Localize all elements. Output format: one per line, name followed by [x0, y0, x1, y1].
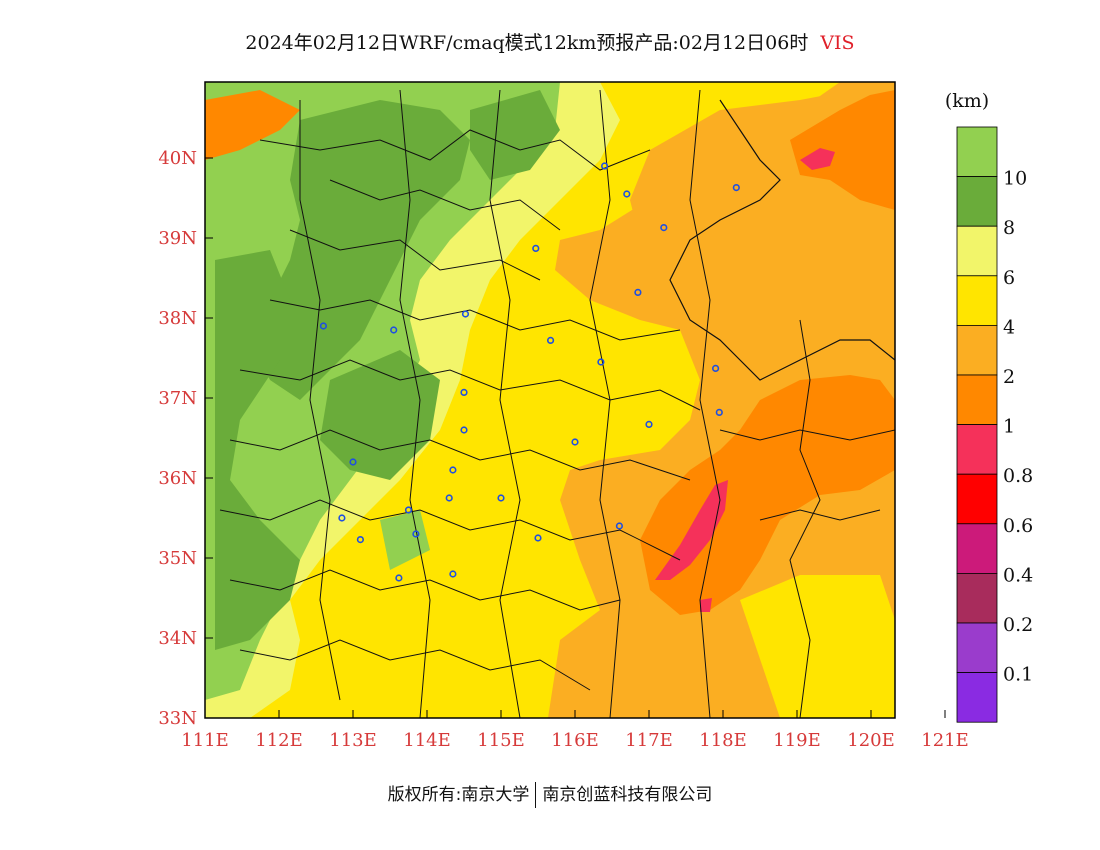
lon-label: 116E	[551, 730, 599, 751]
colorbar-swatch	[956, 126, 998, 177]
station-marker	[460, 426, 468, 434]
map-title: 2024年02月12日WRF/cmaq模式12km预报产品:02月12日06时 V…	[0, 28, 1100, 55]
station-marker	[615, 522, 624, 530]
lat-label: 39N	[158, 228, 197, 249]
field-8-10km-north	[250, 100, 470, 400]
station-marker	[532, 244, 540, 252]
lat-label: 37N	[158, 388, 197, 409]
station-marker	[660, 224, 668, 232]
lon-label: 114E	[403, 730, 451, 751]
station-marker	[597, 358, 605, 366]
station-marker	[404, 506, 413, 514]
map-frame	[204, 81, 896, 719]
field-green-patch	[380, 510, 430, 570]
colorbar-swatch	[956, 622, 998, 673]
lat-label: 40N	[158, 148, 197, 169]
colorbar-swatch	[956, 324, 998, 376]
station-marker	[395, 574, 403, 582]
lon-label: 112E	[255, 730, 303, 751]
colorbar-label: 10	[1003, 168, 1027, 190]
colorbar-label: 0.4	[1003, 564, 1033, 586]
station-marker	[715, 408, 723, 417]
colorbar-label: 0.2	[1003, 614, 1033, 636]
station-marker	[571, 438, 579, 446]
colorbar-swatch	[956, 424, 998, 475]
field-8-10km-ne	[470, 90, 560, 180]
station-marker	[711, 364, 720, 373]
lon-label: 118E	[699, 730, 747, 751]
lon-label: 120E	[847, 730, 895, 751]
field-8-10km-west	[215, 250, 300, 650]
field-8-10km-central	[320, 350, 440, 480]
station-marker	[732, 184, 740, 192]
lon-label: 113E	[329, 730, 377, 751]
colorbar: (km) 10 8 6 4 2 1 0.8 0.6 0.4 0.2 0.1	[945, 90, 1033, 723]
colorbar-label: 4	[1003, 316, 1015, 338]
colorbar-label: 2	[1003, 366, 1015, 388]
colorbar-label: 0.6	[1003, 515, 1033, 537]
station-marker	[600, 162, 609, 170]
colorbar-swatch	[956, 523, 998, 574]
station-marker	[449, 570, 457, 578]
colorbar-unit: (km)	[945, 90, 989, 112]
station-marker	[445, 494, 453, 502]
colorbar-label: 6	[1003, 267, 1015, 289]
colorbar-swatch	[956, 672, 998, 723]
station-marker	[390, 326, 398, 334]
colorbar-swatch	[956, 374, 998, 425]
lon-label: 115E	[477, 730, 525, 751]
footer-left: 版权所有:南京大学	[387, 785, 530, 805]
colorbar-swatch	[956, 275, 998, 326]
field-1-2km-n	[790, 90, 895, 210]
lon-label: 119E	[773, 730, 821, 751]
colorbar-swatch	[956, 573, 998, 624]
visibility-field	[205, 82, 895, 718]
station-marker	[356, 535, 365, 544]
station-marker	[623, 190, 631, 198]
colorbar-swatch	[956, 225, 998, 277]
lat-label: 33N	[158, 708, 197, 729]
colorbar-label: 8	[1003, 217, 1015, 239]
lat-label: 36N	[158, 468, 197, 489]
coastline	[669, 99, 895, 381]
field-0.8-1km-b	[700, 598, 712, 612]
station-marker	[449, 466, 457, 474]
station-marker	[460, 388, 468, 397]
station-marker	[645, 420, 653, 429]
station-marker	[319, 322, 328, 330]
title-main: 2024年02月12日WRF/cmaq模式12km预报产品:02月12日06时	[245, 32, 809, 54]
lat-label: 38N	[158, 308, 197, 329]
lat-label: 34N	[158, 628, 197, 649]
station-marker	[338, 514, 346, 522]
field-4-6km-se	[740, 575, 895, 718]
station-markers	[319, 162, 740, 582]
colorbar-label: 0.1	[1003, 664, 1033, 686]
station-marker	[461, 310, 470, 318]
station-marker	[546, 336, 555, 345]
copyright-footer: 版权所有:南京大学 南京创蓝科技有限公司	[0, 780, 1100, 808]
footer-right: 南京创蓝科技有限公司	[542, 785, 713, 805]
colorbar-label: 0.8	[1003, 465, 1033, 487]
title-variable: VIS	[820, 32, 855, 54]
admin-boundaries	[219, 89, 895, 718]
colorbar-swatch	[956, 176, 998, 227]
station-marker	[497, 494, 505, 502]
station-marker	[349, 458, 357, 466]
field-0.8-1km	[655, 480, 728, 580]
station-marker	[634, 288, 642, 297]
lon-label: 117E	[625, 730, 673, 751]
lat-label: 35N	[158, 548, 197, 569]
lon-label: 121E	[921, 730, 969, 751]
colorbar-label: 1	[1003, 416, 1015, 438]
lon-label: 111E	[181, 730, 229, 751]
station-marker	[412, 530, 420, 538]
field-1-2km-nw	[205, 90, 300, 160]
colorbar-swatch	[956, 473, 998, 525]
field-1-2km-east	[640, 375, 895, 615]
field-0.8-1km-c	[800, 148, 835, 170]
footer-separator	[535, 782, 537, 808]
station-marker	[534, 534, 542, 542]
